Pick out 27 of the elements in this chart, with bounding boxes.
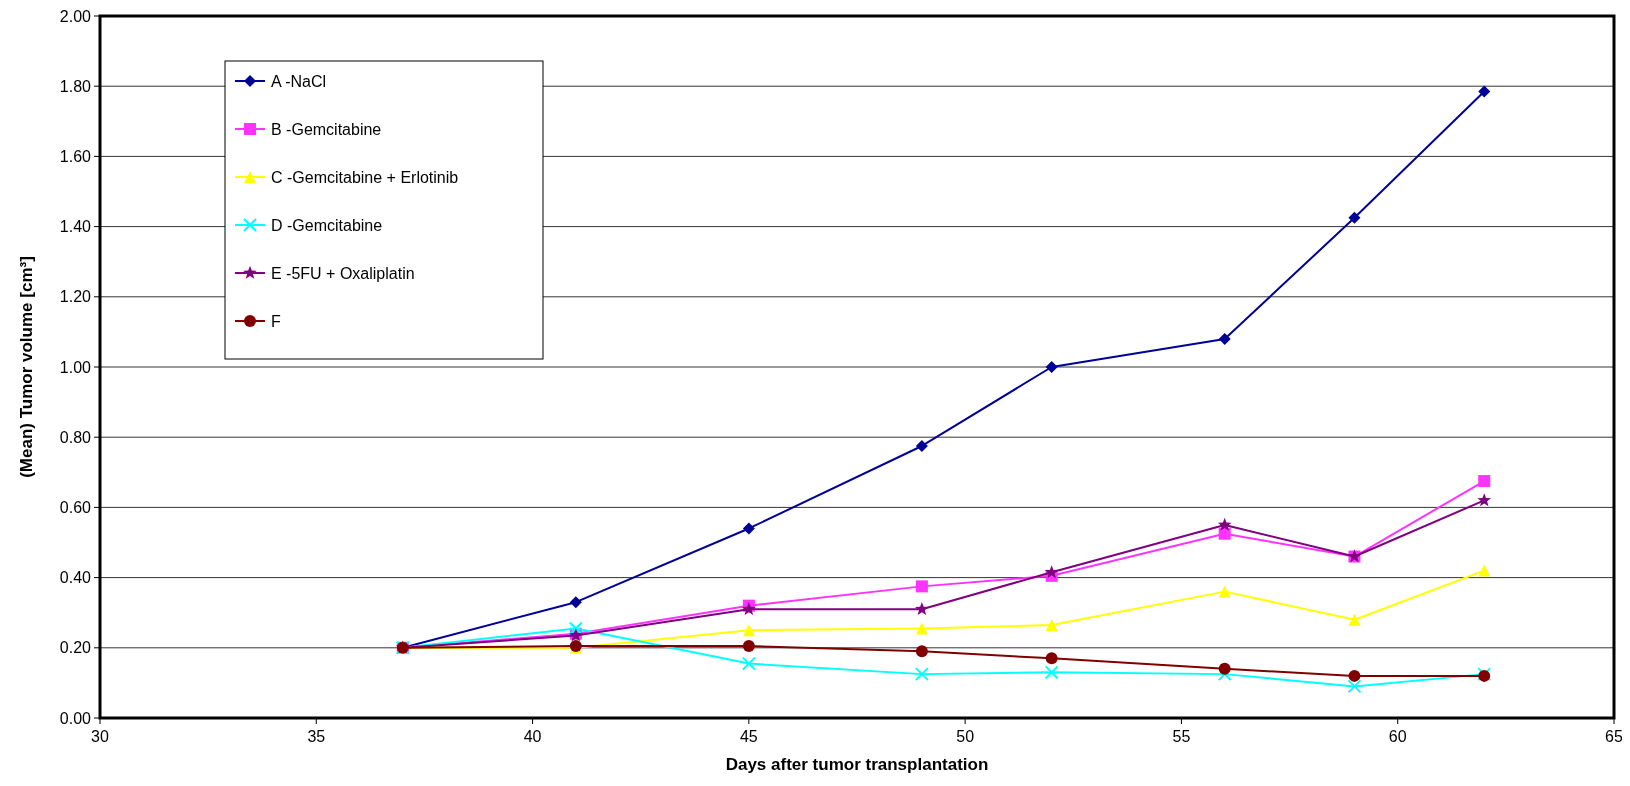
x-axis-title: Days after tumor transplantation [725, 755, 989, 774]
y-tick-label: 1.00 [59, 358, 92, 376]
x-tick-label: 40 [523, 728, 542, 745]
y-tick-label: 0.60 [59, 499, 92, 516]
x-tick-label: 60 [1388, 728, 1407, 745]
x-tick-label: 30 [91, 728, 109, 745]
y-tick-label: 0.00 [59, 709, 92, 727]
legend-label: F [271, 312, 281, 330]
x-tick-label: 55 [1172, 728, 1191, 745]
y-tick-label: 0.20 [59, 639, 92, 657]
y-tick-label: 0.80 [59, 428, 92, 446]
x-tick-label: 45 [739, 728, 758, 745]
y-tick-label: 1.80 [59, 77, 92, 95]
legend-label: A -NaCl [271, 72, 327, 90]
y-tick-label: 1.20 [59, 288, 92, 306]
y-tick-label: 0.40 [59, 569, 92, 587]
legend-label: B -Gemcitabine [271, 120, 382, 138]
legend-label: E -5FU + Oxaliplatin [271, 264, 415, 282]
y-tick-label: 1.60 [59, 148, 92, 165]
y-axis-title: (Mean) Tumor volume [cm³] [17, 256, 36, 478]
legend-label: C -Gemcitabine + Erlotinib [271, 168, 459, 186]
x-tick-label: 65 [1605, 728, 1623, 745]
legend-label: D -Gemcitabine [271, 216, 383, 234]
x-tick-label: 50 [956, 728, 975, 745]
y-tick-label: 1.40 [59, 218, 92, 236]
y-tick-label: 2.00 [59, 7, 92, 25]
x-tick-label: 35 [307, 728, 326, 745]
